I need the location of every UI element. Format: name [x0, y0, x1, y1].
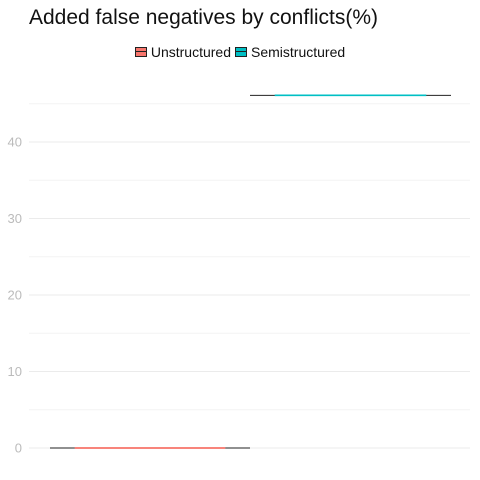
y-tick-label: 0	[15, 441, 22, 456]
chart-title: Added false negatives by conflicts(%)	[29, 6, 379, 29]
legend-key-unstructured	[134, 47, 147, 57]
legend-label-semistructured: Semistructured	[251, 44, 346, 60]
legend-item-unstructured: Unstructured	[134, 44, 231, 60]
y-tick-label: 20	[8, 288, 22, 303]
legend-label-unstructured: Unstructured	[150, 44, 231, 60]
y-tick-label: 10	[8, 364, 22, 379]
y-tick-label: 30	[8, 211, 22, 226]
legend: Unstructured Semistructured	[0, 44, 480, 60]
y-tick-label: 40	[8, 135, 22, 150]
legend-key-semistructured	[235, 47, 247, 57]
legend-item-semistructured: Semistructured	[235, 44, 345, 60]
